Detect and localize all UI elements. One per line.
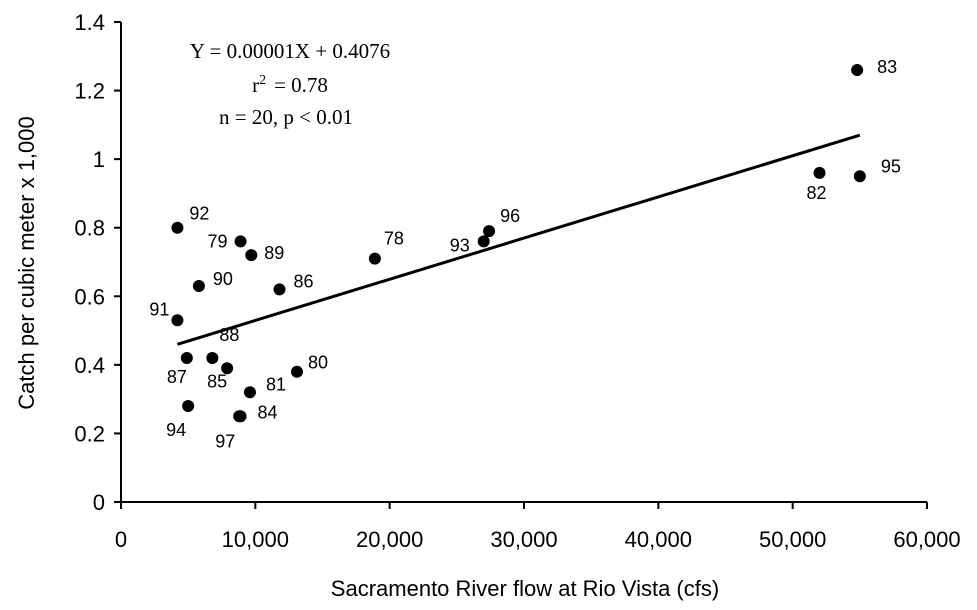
data-point	[206, 352, 219, 364]
x-tick-label: 10,000	[222, 527, 289, 552]
data-point	[234, 235, 247, 248]
x-tick-label: 20,000	[356, 527, 423, 552]
data-point	[192, 280, 205, 292]
r-squared-superscript: 2	[259, 73, 266, 88]
r-squared-symbol: r	[252, 73, 259, 97]
x-axis-title: Sacramento River flow at Rio Vista (cfs)	[331, 576, 719, 601]
data-point	[483, 225, 496, 238]
x-tick-label: 30,000	[490, 527, 557, 552]
data-point	[171, 314, 184, 327]
data-point	[477, 235, 490, 248]
regression-annotation: Y = 0.00001X + 0.4076 r2 = 0.78 n = 20, p…	[190, 39, 390, 129]
point-label: 90	[213, 269, 233, 289]
point-label: 84	[258, 402, 278, 422]
data-point	[853, 170, 866, 183]
point-label: 96	[500, 206, 520, 226]
point-label: 85	[207, 371, 227, 391]
data-point	[180, 352, 193, 364]
point-label: 94	[166, 420, 186, 440]
point-label: 89	[264, 243, 284, 263]
data-point	[290, 365, 303, 378]
data-point	[368, 252, 381, 265]
point-label: 87	[167, 367, 187, 387]
point-label: 88	[219, 325, 239, 345]
data-point	[851, 64, 864, 76]
x-tick-label: 40,000	[625, 527, 692, 552]
point-label: 91	[149, 299, 169, 319]
point-label: 78	[384, 229, 404, 249]
data-point	[245, 249, 258, 262]
data-point	[243, 386, 256, 399]
point-label: 82	[807, 183, 827, 203]
point-label: 80	[308, 353, 328, 373]
data-point	[273, 283, 286, 296]
data-point	[182, 400, 195, 412]
point-label: 79	[208, 231, 228, 251]
y-tick-label: 0.4	[74, 353, 105, 378]
y-tick-label: 0	[93, 490, 105, 515]
regression-stats: n = 20, p < 0.01	[219, 105, 353, 129]
axes: 0 10,000 20,000 30,000 40,000 50,000 60,000 0 0.…	[74, 10, 960, 552]
regression-line	[176, 133, 861, 346]
y-tick-label: 0.8	[74, 216, 105, 241]
point-label: 83	[877, 57, 897, 77]
data-point	[221, 362, 234, 375]
y-tick-label: 0.6	[74, 284, 105, 309]
regression-equation: Y = 0.00001X + 0.4076	[190, 39, 390, 63]
y-tick-label: 1.4	[74, 10, 105, 35]
point-label: 95	[881, 156, 901, 176]
data-point	[233, 410, 246, 423]
x-tick-label: 50,000	[759, 527, 826, 552]
point-label: 93	[450, 235, 470, 255]
r-squared: r2 = 0.78	[252, 73, 328, 97]
x-tick-label: 0	[115, 527, 127, 552]
point-label: 86	[294, 271, 314, 291]
point-label: 92	[189, 204, 209, 224]
point-label: 97	[215, 431, 235, 451]
x-tick-label: 60,000	[893, 527, 960, 552]
data-points	[171, 64, 866, 423]
point-label: 81	[266, 374, 286, 394]
y-tick-label: 0.2	[74, 421, 105, 446]
point-labels: 83 82 95 92 96 79 93 89 78 90 86 91 87 88 85 80 81 94 84 97	[149, 57, 900, 451]
r-squared-value: = 0.78	[274, 73, 328, 97]
y-tick-label: 1	[93, 147, 105, 172]
y-tick-label: 1.2	[74, 79, 105, 104]
data-point	[171, 221, 184, 234]
data-point	[813, 166, 826, 179]
y-axis-title: Catch per cubic meter x 1,000	[14, 116, 39, 409]
